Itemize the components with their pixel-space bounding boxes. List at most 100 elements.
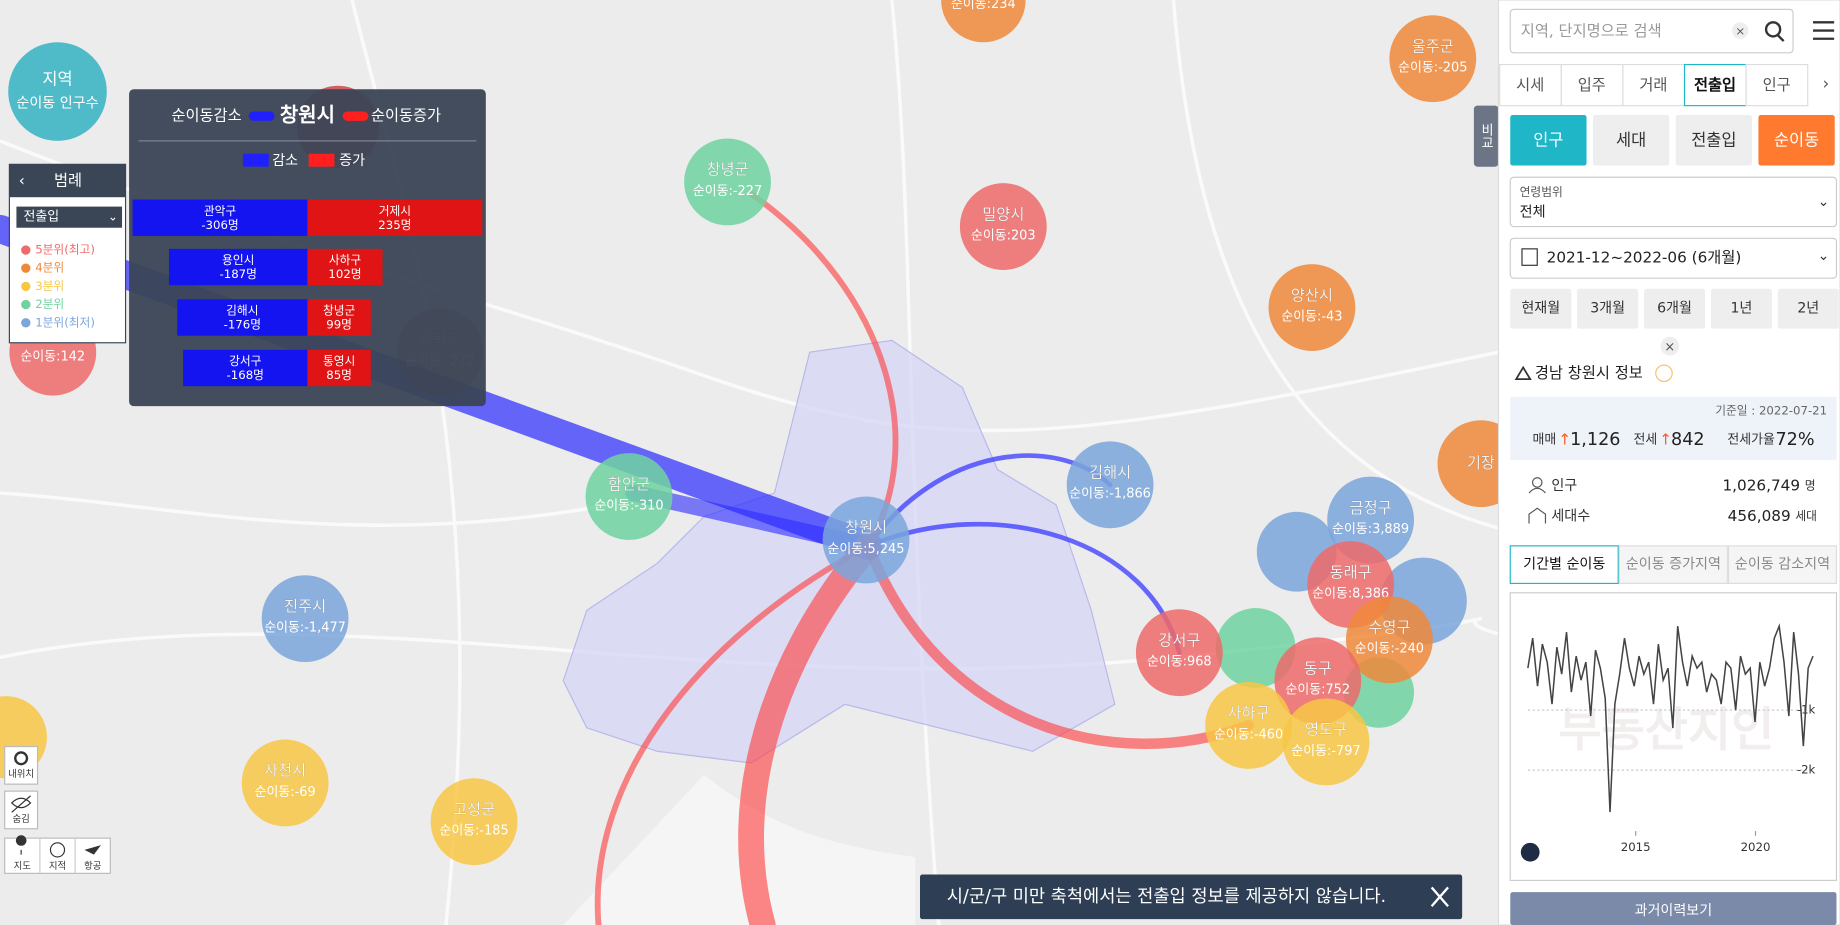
control-label: 내위치 bbox=[8, 768, 34, 780]
search-clear[interactable]: × bbox=[1735, 24, 1745, 38]
hide-button[interactable] bbox=[4, 790, 39, 830]
bubble-name: 고성군 bbox=[453, 800, 495, 818]
toast-close[interactable] bbox=[1430, 886, 1449, 907]
date-range: 2021-12~2022-06 (6개월) bbox=[1547, 249, 1742, 267]
history-button[interactable] bbox=[1510, 892, 1837, 925]
period-button[interactable] bbox=[1644, 288, 1706, 329]
subtab-label: 인구 bbox=[1533, 130, 1563, 149]
date-dropdown[interactable] bbox=[1509, 237, 1838, 279]
tab[interactable] bbox=[1622, 63, 1686, 107]
bubble-label: 순이동:234 bbox=[951, 0, 1016, 12]
bubble-name: 수영구 bbox=[1368, 619, 1410, 637]
bubble-label: 순이동:-43 bbox=[1281, 309, 1342, 324]
bubble-name: 김해시 bbox=[1089, 464, 1131, 482]
decrease-value: -306명 bbox=[201, 218, 238, 232]
bubble-label: 순이동:-310 bbox=[594, 498, 663, 513]
period-button[interactable] bbox=[1710, 288, 1772, 329]
popup-key-decrease: 감소 bbox=[272, 153, 298, 169]
map-type-label[interactable]: 항공 bbox=[84, 861, 102, 872]
period-label: 현재월 bbox=[1521, 301, 1560, 317]
close-info[interactable] bbox=[1660, 336, 1680, 356]
flow-popup: 순이동감소 창원시 순이동증가 감소 증가 관악구-306명 거제시235명용인시… bbox=[129, 89, 486, 407]
chart-tab[interactable] bbox=[1509, 545, 1619, 584]
legend: ‹ 범례 전출입 ⌄ 5분위(최고) 4분위 3분위 2분위 1분위(최저) bbox=[8, 163, 127, 344]
period-label: 3개월 bbox=[1590, 301, 1625, 317]
chart-tab[interactable] bbox=[1618, 545, 1728, 584]
bubble-circle bbox=[1066, 441, 1154, 529]
region-title: 지역 bbox=[42, 69, 72, 88]
base-date: 기준일 : 2022-07-21 bbox=[1715, 403, 1827, 417]
subtab-label: 전출입 bbox=[1691, 130, 1736, 149]
tab-label: 인구 bbox=[1763, 76, 1791, 94]
legend-select[interactable] bbox=[16, 206, 123, 228]
search-placeholder: 지역, 단지명으로 검색 bbox=[1521, 22, 1662, 40]
svg-text:×: × bbox=[1664, 340, 1675, 355]
compare-button[interactable]: 비교 bbox=[1473, 105, 1499, 167]
legend-back[interactable]: ‹ bbox=[19, 171, 25, 189]
ratio-value: 72% bbox=[1775, 430, 1814, 450]
search-box[interactable] bbox=[1509, 8, 1794, 54]
svg-text:부동산지인: 부동산지인 bbox=[1558, 703, 1774, 758]
tab[interactable] bbox=[1499, 63, 1562, 107]
period-button[interactable] bbox=[1510, 288, 1572, 329]
decrease-bar bbox=[183, 349, 308, 387]
bubble-circle bbox=[1135, 609, 1223, 697]
tab[interactable] bbox=[1560, 63, 1624, 107]
bubble-label: 순이동:-797 bbox=[1291, 744, 1360, 759]
popup-key-increase: 증가 bbox=[339, 153, 365, 169]
region-subtitle: 순이동 인구수 bbox=[16, 95, 98, 111]
search-button[interactable] bbox=[1764, 21, 1782, 38]
increase-value: 235명 bbox=[378, 218, 411, 232]
period-button[interactable] bbox=[1777, 288, 1839, 329]
bubble-circle bbox=[1282, 698, 1370, 786]
tab-next[interactable]: › bbox=[1823, 74, 1830, 93]
menu-button[interactable] bbox=[1813, 21, 1835, 40]
bubble-circle bbox=[822, 496, 910, 584]
tab[interactable] bbox=[1683, 63, 1747, 107]
tab[interactable] bbox=[1745, 63, 1809, 107]
legend-dot bbox=[21, 263, 31, 273]
map-type-label[interactable]: 지도 bbox=[14, 861, 32, 872]
subtab[interactable] bbox=[1758, 115, 1835, 166]
subtab[interactable] bbox=[1510, 115, 1587, 166]
svg-text:↑: ↑ bbox=[1558, 431, 1571, 449]
x-tick-label: 2020 bbox=[1741, 840, 1771, 854]
bubble-name: 사천시 bbox=[264, 762, 306, 780]
side-panel: 지역, 단지명으로 검색 × 시세 입주 거래 전출입 인구 › 인구 세대 전출입 순이동 연… bbox=[1497, 0, 1840, 925]
decrease-bar bbox=[168, 248, 308, 286]
bubble-label: 순이동:3,889 bbox=[1332, 522, 1409, 537]
region-bubble[interactable]: 순이동:234 bbox=[941, 0, 1026, 43]
age-dropdown[interactable] bbox=[1509, 176, 1838, 228]
bubble-name: 밀양시 bbox=[982, 205, 1024, 223]
subtab[interactable] bbox=[1675, 115, 1752, 166]
period-button[interactable] bbox=[1577, 288, 1639, 329]
chart-tab[interactable] bbox=[1727, 545, 1838, 584]
map-type-label[interactable]: 지적 bbox=[49, 860, 66, 872]
x-tick-label: 2015 bbox=[1621, 840, 1651, 854]
legend-title: 범례 bbox=[54, 171, 82, 189]
popup-increase: 순이동증가 bbox=[371, 107, 441, 125]
subtab[interactable] bbox=[1592, 115, 1670, 166]
bubble-label: 순이동:-460 bbox=[1214, 727, 1283, 742]
tab-label: 시세 bbox=[1516, 76, 1544, 94]
decrease-value: -176명 bbox=[224, 318, 261, 332]
info-title: 경남 창원시 정보 bbox=[1535, 364, 1643, 382]
